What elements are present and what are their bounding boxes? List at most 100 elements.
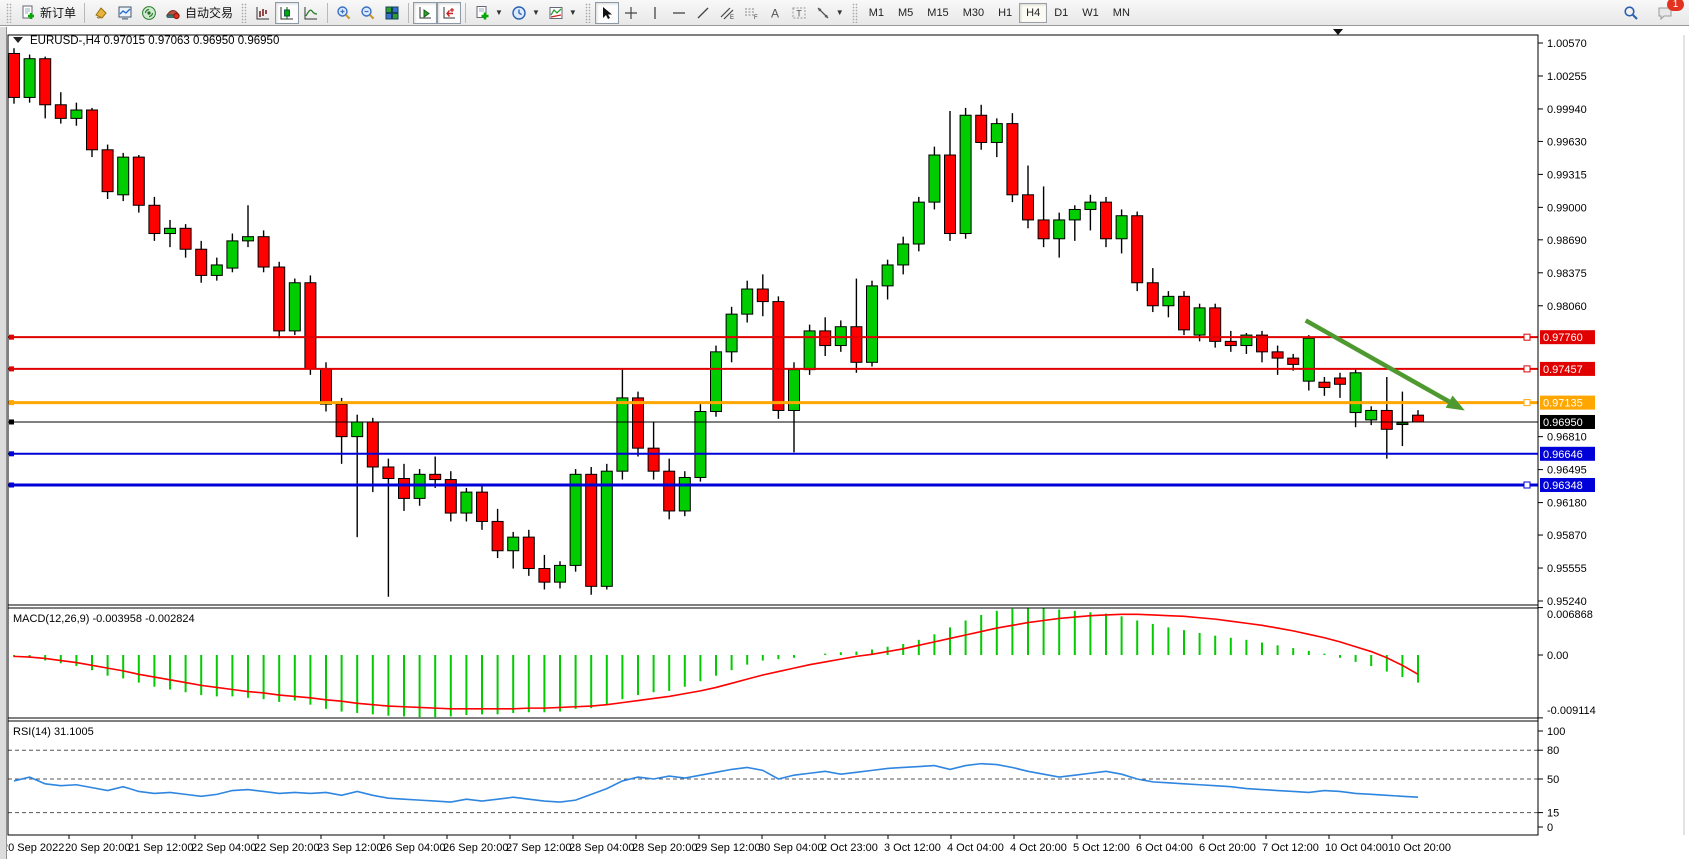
price-line-0.97135[interactable]: 0.97135 [8,395,1595,410]
auto-scroll-button[interactable] [413,1,438,24]
text-button[interactable]: A [763,2,787,24]
price-axis-tick: 0.96180 [1547,498,1587,510]
time-axis-label: 2 Oct 23:00 [821,842,878,854]
zoom-out-icon [361,5,375,19]
time-axis-label: 28 Sep 20:00 [632,842,697,854]
time-axis-label: 22 Sep 20:00 [254,842,319,854]
price-axis-ticks: 1.00570 1.00255 0.99940 0.99630 0.99315 0.990… [1538,38,1596,834]
auto-trading-label: 自动交易 [185,6,234,20]
fibonacci-button[interactable]: F [739,2,763,24]
price-line-0.97760[interactable]: 0.97760 [8,330,1595,345]
timeframe-d1-button[interactable]: D1 [1047,3,1075,23]
arrows-icon [817,7,829,18]
horizontal-line-icon [672,11,685,14]
arrows-button[interactable]: ▼ [811,2,848,24]
timeframe-m30-button[interactable]: M30 [956,3,991,23]
candlestick-chart-button[interactable] [275,1,300,24]
trendline-button[interactable] [691,2,715,24]
rsi-panel[interactable] [8,721,1538,835]
new-order-button[interactable]: 新订单 [16,2,80,24]
text-label-button[interactable]: T [787,2,811,24]
time-axis-label: 6 Oct 04:00 [1136,842,1193,854]
tile-windows-button[interactable] [380,2,404,24]
equidistant-channel-button[interactable]: E [715,2,739,24]
price-line-0.97457[interactable]: 0.97457 [8,361,1595,376]
timeframe-m1-button[interactable]: M1 [862,3,891,23]
symbol-dropdown-icon[interactable] [13,37,23,43]
macd-signal-line [13,613,1419,710]
price-axis-tick: 0.99630 [1547,136,1587,148]
timeframe-mn-button[interactable]: MN [1106,3,1137,23]
svg-text:T: T [796,8,802,18]
price-axis-tick: 1.00255 [1547,71,1587,83]
horizontal-line-button[interactable] [667,2,691,24]
time-axis-label: 5 Oct 12:00 [1073,842,1130,854]
price-axis-tick: 0.98690 [1547,235,1587,247]
price-axis-tick: 0.98375 [1547,268,1587,280]
bar-chart-button[interactable] [251,2,275,24]
indicators-button[interactable]: ▼ [544,2,581,24]
timeframe-h4-button[interactable]: H4 [1019,2,1048,23]
time-axis-label: 23 Sep 12:00 [317,842,382,854]
price-line-badge: 0.96950 [1543,417,1583,429]
trendline-icon [697,7,709,18]
time-axis-label: 22 Sep 04:00 [191,842,256,854]
clock-icon [512,5,526,20]
price-line-0.96950[interactable]: 0.96950 [8,414,1595,429]
toolbar-separator [465,2,467,23]
styles-button[interactable] [89,2,113,24]
toolbar-grip[interactable] [6,2,12,23]
toolbar-grip[interactable] [241,2,248,23]
price-axis-tick: 0.95240 [1547,596,1587,608]
timeframe-w1-button[interactable]: W1 [1075,3,1106,23]
time-axis-label: 7 Oct 12:00 [1262,842,1319,854]
price-line-0.96348[interactable]: 0.96348 [8,478,1595,493]
chart-shift-marker[interactable] [1333,29,1343,35]
rsi-indicator [8,749,1538,814]
toolbar-separator [327,2,329,23]
price-axis[interactable] [1538,35,1689,835]
rsi-label: RSI(14) 31.1005 [13,726,94,738]
search-button[interactable] [1619,2,1643,24]
zoom-in-button[interactable] [332,2,356,24]
time-axis-label: 3 Oct 12:00 [884,842,941,854]
vertical-line-icon [654,6,656,19]
toolbar-grip[interactable] [851,2,858,23]
price-line-badge: 0.97457 [1543,364,1583,376]
cursor-button[interactable] [594,1,619,24]
crosshair-button[interactable] [619,2,643,24]
chevron-down-icon: ▼ [835,8,844,17]
time-axis-label: 4 Oct 04:00 [947,842,1004,854]
price-line-badge: 0.97760 [1543,332,1583,344]
timeframe-h1-button[interactable]: H1 [991,3,1019,23]
toolbar-grip[interactable] [584,2,591,23]
signals-button[interactable] [137,2,161,24]
price-line-badge: 0.96646 [1543,449,1583,461]
chart-shift-button[interactable] [437,1,462,24]
zoom-out-button[interactable] [356,2,380,24]
new-chart-button[interactable]: ▼ [470,2,507,24]
macd-label: MACD(12,26,9) -0.003958 -0.002824 [13,613,195,625]
timeframe-m5-button[interactable]: M5 [891,3,920,23]
price-line-badge: 0.97135 [1543,398,1583,410]
notifications-button[interactable]: 1 [1653,0,1684,24]
line-chart-button[interactable] [299,2,323,24]
periods-button[interactable]: ▼ [507,2,544,24]
main-toolbar: 新订单 [0,0,1689,26]
price-line-0.96646[interactable]: 0.96646 [8,446,1595,461]
time-axis-label: 28 Sep 04:00 [569,842,634,854]
svg-text:A: A [771,6,779,20]
trend-arrow[interactable] [1304,318,1465,411]
auto-trading-button[interactable]: 自动交易 [161,2,237,24]
line-chart-icon [304,6,318,19]
rsi-line [13,762,1419,803]
vertical-line-button[interactable] [643,2,667,24]
chart-screen-button[interactable] [113,2,137,24]
macd-panel[interactable] [8,608,1538,718]
indicators-icon [549,6,563,19]
timeframe-m15-button[interactable]: M15 [920,3,955,23]
time-axis-label: 26 Sep 20:00 [443,842,508,854]
cursor-arrow-icon [602,6,612,19]
